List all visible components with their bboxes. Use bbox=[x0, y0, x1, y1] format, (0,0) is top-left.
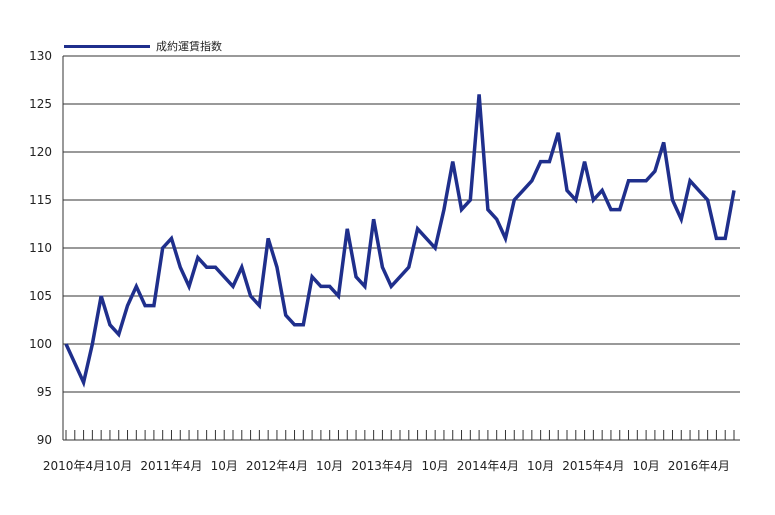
x-tick-label: 2011年4月 bbox=[140, 459, 202, 473]
y-tick-label: 125 bbox=[29, 97, 52, 111]
y-tick-label: 115 bbox=[29, 193, 52, 207]
x-tick-label: 10月 bbox=[422, 459, 449, 473]
x-axis-tick-labels: 2010年4月 10月 2011年4月 10月 2012年4月 10月 2013年4月 10月… bbox=[43, 459, 730, 473]
y-tick-label: 90 bbox=[37, 433, 52, 447]
x-tick-label: 10月 bbox=[632, 459, 659, 473]
x-tick-label: 10月 bbox=[211, 459, 238, 473]
x-tick-label: 2013年4月 bbox=[351, 459, 413, 473]
x-tick-label: 10月 bbox=[527, 459, 554, 473]
x-tick-label: 10月 bbox=[105, 459, 132, 473]
y-tick-label: 105 bbox=[29, 289, 52, 303]
y-tick-label: 120 bbox=[29, 145, 52, 159]
x-tick-label: 2015年4月 bbox=[562, 459, 624, 473]
legend-swatch bbox=[64, 45, 150, 48]
y-axis-tick-labels: 90 95 100 105 110 115 120 125 130 bbox=[29, 49, 52, 447]
x-tick-label: 2014年4月 bbox=[457, 459, 519, 473]
x-tick-label: 2012年4月 bbox=[246, 459, 308, 473]
y-tick-label: 130 bbox=[29, 49, 52, 63]
y-tick-label: 95 bbox=[37, 385, 52, 399]
series-line-成約運賃指数 bbox=[64, 94, 736, 388]
x-tick-label: 2016年4月 bbox=[668, 459, 730, 473]
x-axis-ticks bbox=[65, 430, 735, 440]
x-tick-label: 10月 bbox=[316, 459, 343, 473]
legend-label: 成約運賃指数 bbox=[156, 40, 222, 53]
x-tick-label: 2010年4月 bbox=[43, 459, 105, 473]
y-tick-label: 110 bbox=[29, 241, 52, 255]
y-tick-label: 100 bbox=[29, 337, 52, 351]
